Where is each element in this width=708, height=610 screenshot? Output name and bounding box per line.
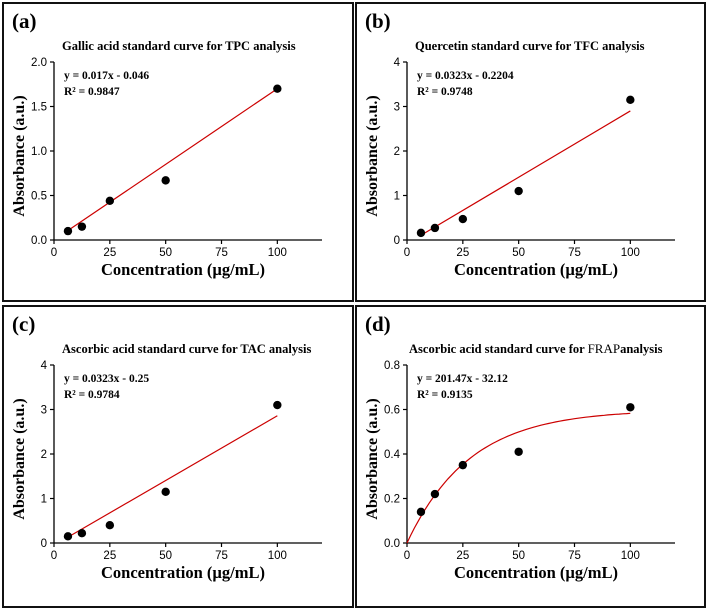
y-tick-label: 4 [41,360,48,372]
x-tick-label: 50 [512,550,525,562]
data-point [273,84,282,93]
y-tick-label: 0 [41,538,47,550]
fit-equation: y = 201.47x - 32.12 [417,373,508,385]
data-point [626,95,635,105]
data-point [430,489,440,499]
x-tick-label: 100 [621,247,640,259]
x-tick-label: 0 [404,247,410,259]
y-tick-label: 0.0 [31,235,47,247]
data-point [161,176,170,185]
x-axis-label: Concentration (µg/mL) [454,563,618,582]
data-point [458,214,468,224]
x-tick-label: 25 [103,550,116,562]
x-tick-label: 75 [568,247,581,259]
chart-title: Quercetin standard curve for TFC analysi… [415,39,645,53]
panel-b: (b) Quercetin standard curve for TFC anal… [355,2,706,302]
data-point [626,403,635,412]
y-tick-label: 3 [394,102,400,114]
y-tick-label: 2 [41,449,47,461]
x-tick-label: 0 [51,550,57,562]
y-axis-label: Absorbance (a.u.) [364,398,381,519]
x-tick-label: 50 [512,247,525,259]
data-point [63,532,73,541]
r-squared: R² = 0.9784 [64,389,120,401]
panel-c: (c) Ascorbic acid standard curve for TAC … [2,305,354,608]
y-axis-label: Absorbance (a.u.) [364,95,381,216]
chart-svg: (b) Quercetin standard curve for TFC anal… [364,9,675,279]
data-point [77,529,87,538]
chart-title: Ascorbic acid standard curve for FRAPana… [409,341,663,356]
data-point [514,186,523,196]
chart-svg: (a) Gallic acid standard curve for TPC an… [11,9,322,279]
y-tick-label: 0.4 [384,449,401,461]
y-tick-label: 0.6 [384,405,400,417]
y-tick-label: 1.0 [31,146,47,158]
y-tick-label: 0.5 [31,191,47,203]
y-tick-label: 3 [41,405,47,417]
x-tick-label: 75 [568,550,581,562]
x-tick-label: 100 [268,247,287,259]
r-squared: R² = 0.9847 [64,86,120,98]
x-tick-label: 75 [215,247,228,259]
x-axis-label: Concentration (µg/mL) [454,260,618,279]
chart-svg: (c) Ascorbic acid standard curve for TAC … [11,312,322,582]
x-axis-label: Concentration (µg/mL) [101,563,265,582]
data-point [273,400,282,410]
x-axis-label: Concentration (µg/mL) [101,260,265,279]
panel-label: (d) [365,312,391,336]
chart-title: Gallic acid standard curve for TPC analy… [62,39,296,53]
x-tick-label: 0 [404,550,410,562]
y-tick-label: 1.5 [31,102,47,114]
data-point [105,521,115,530]
chart-svg: (d) Ascorbic acid standard curve for FRAP… [364,312,675,582]
data-point [416,228,426,238]
y-tick-label: 0.8 [384,360,400,372]
x-tick-label: 50 [159,247,172,259]
fit-equation: y = 0.017x - 0.046 [64,70,149,82]
x-tick-label: 75 [215,550,228,562]
y-tick-label: 0.0 [384,538,400,550]
y-axis-label: Absorbance (a.u.) [11,398,28,519]
y-tick-label: 4 [394,57,401,69]
data-point [416,507,426,517]
y-tick-label: 2.0 [31,57,47,69]
y-tick-label: 0.2 [384,494,400,506]
panel-a: (a) Gallic acid standard curve for TPC an… [2,2,354,302]
fit-curve [406,412,631,544]
x-tick-label: 50 [159,550,172,562]
y-tick-label: 0 [394,235,400,247]
fit-line [67,415,278,538]
r-squared: R² = 0.9135 [417,389,473,401]
x-tick-label: 25 [456,550,469,562]
x-tick-label: 25 [103,247,116,259]
data-point [458,460,468,470]
fit-equation: y = 0.0323x - 0.2204 [417,70,514,82]
panel-d: (d) Ascorbic acid standard curve for FRAP… [355,305,706,608]
data-point [430,223,440,233]
x-tick-label: 25 [456,247,469,259]
x-tick-label: 0 [51,247,57,259]
data-point [105,196,115,206]
y-tick-label: 2 [394,146,400,158]
fit-equation: y = 0.0323x - 0.25 [64,373,149,385]
panel-label: (a) [12,9,37,33]
data-point [161,487,170,497]
data-point [514,447,523,456]
fit-line [420,110,631,236]
data-point [63,226,73,236]
y-axis-label: Absorbance (a.u.) [11,95,28,216]
data-point [77,222,87,231]
y-tick-label: 1 [394,191,400,203]
y-tick-label: 1 [41,494,47,506]
x-tick-label: 100 [621,550,640,562]
chart-title: Ascorbic acid standard curve for TAC ana… [62,342,311,356]
r-squared: R² = 0.9748 [417,86,473,98]
panel-label: (b) [365,9,391,33]
x-tick-label: 100 [268,550,287,562]
fit-line [67,88,278,232]
panel-label: (c) [12,312,35,336]
